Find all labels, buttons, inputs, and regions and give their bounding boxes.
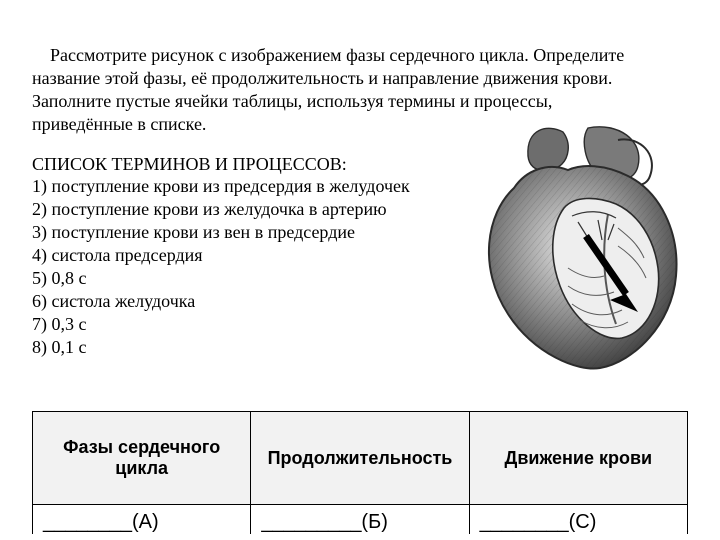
table-header: Продолжительность (251, 412, 469, 505)
answer-table: Фазы сердечного цикла Продолжительность … (32, 411, 688, 534)
table-cell-a: ________(А) (33, 505, 251, 535)
table-header: Движение крови (469, 412, 687, 505)
table-cell-c: ________(С) (469, 505, 687, 535)
heart-illustration (468, 118, 698, 378)
table-header: Фазы сердечного цикла (33, 412, 251, 505)
table-cell-b: _________(Б) (251, 505, 469, 535)
